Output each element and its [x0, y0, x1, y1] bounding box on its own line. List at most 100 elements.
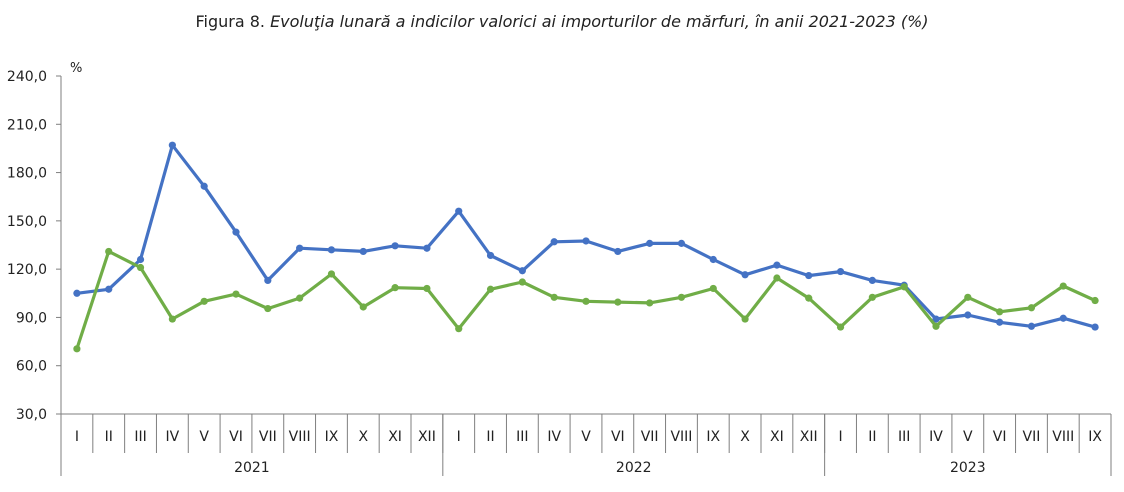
x-tick-label: V: [199, 429, 209, 445]
data-point: [232, 290, 240, 298]
data-point: [391, 284, 399, 292]
data-point: [614, 247, 622, 256]
series-1: [73, 141, 1099, 331]
x-tick-label: VIII: [289, 429, 311, 445]
y-tick-label: 60,0: [16, 359, 47, 375]
data-point: [200, 182, 208, 190]
data-point: [73, 289, 81, 297]
x-tick-label: VI: [993, 429, 1007, 445]
x-tick-label: III: [516, 429, 528, 445]
x-tick-label: IX: [1088, 429, 1102, 445]
data-point: [1027, 304, 1036, 312]
x-tick-label: IX: [706, 429, 720, 445]
data-point: [264, 276, 272, 285]
data-point: [359, 247, 367, 256]
data-point: [1059, 282, 1067, 290]
x-tick-label: VI: [229, 429, 243, 445]
data-point: [773, 261, 781, 269]
series-2: [73, 247, 1099, 353]
data-point: [900, 283, 908, 291]
x-tick-label: II: [868, 429, 876, 445]
x-tick-label: IX: [325, 429, 339, 445]
x-tick-label: VIII: [1052, 429, 1074, 445]
data-point: [391, 242, 399, 250]
data-point: [518, 278, 526, 286]
data-point: [836, 267, 845, 276]
y-tick-label: 90,0: [16, 310, 47, 326]
chart-title-prefix: Figura 8.: [195, 12, 265, 31]
x-tick-label: IV: [166, 429, 180, 445]
data-point: [614, 298, 622, 306]
data-point: [423, 284, 431, 293]
data-point: [836, 323, 845, 331]
data-point: [932, 315, 940, 323]
x-tick-label: V: [963, 429, 973, 445]
data-point: [1059, 314, 1067, 322]
year-label: 2022: [616, 460, 652, 476]
y-tick-label: 240,0: [7, 69, 47, 85]
x-tick-label: XI: [388, 429, 402, 445]
x-tick-label: I: [838, 429, 842, 445]
data-point: [964, 311, 972, 319]
data-point: [932, 322, 940, 330]
x-tick-label: III: [134, 429, 146, 445]
x-tick-label: V: [581, 429, 591, 445]
x-tick-label: VIII: [670, 429, 692, 445]
data-point: [677, 293, 686, 301]
data-point: [264, 304, 272, 313]
data-point: [296, 294, 304, 302]
data-point: [741, 315, 749, 323]
data-point: [1027, 322, 1036, 330]
data-point: [296, 244, 304, 252]
y-tick-label: 180,0: [7, 166, 47, 182]
y-tick-label: 210,0: [7, 117, 47, 133]
data-point: [550, 293, 558, 301]
data-point: [168, 315, 176, 323]
data-point: [105, 285, 113, 293]
data-point: [327, 246, 336, 254]
data-point: [646, 239, 654, 247]
data-point: [168, 141, 176, 149]
data-point: [486, 251, 495, 260]
x-tick-label: VI: [611, 429, 625, 445]
data-point: [868, 293, 876, 301]
data-point: [518, 267, 526, 275]
data-point: [327, 270, 336, 278]
chart-title: Figura 8. Evoluţia lunară a indicilor va…: [0, 12, 1124, 31]
data-point: [677, 239, 686, 247]
data-point: [868, 276, 876, 285]
data-point: [550, 238, 558, 246]
x-tick-label: X: [740, 429, 750, 445]
data-point: [741, 271, 749, 279]
data-point: [486, 285, 495, 293]
data-point: [964, 293, 972, 301]
data-point: [996, 308, 1004, 316]
data-point: [200, 297, 208, 305]
y-tick-label: 150,0: [7, 214, 47, 230]
data-point: [582, 297, 590, 305]
series-layer: [73, 141, 1099, 353]
data-point: [136, 255, 145, 264]
x-tick-label: XII: [800, 429, 818, 445]
x-tick-label: I: [75, 429, 79, 445]
data-point: [73, 345, 81, 353]
data-point: [773, 274, 781, 282]
data-point: [105, 247, 113, 256]
year-label: 2021: [234, 460, 270, 476]
y-tick-label: 30,0: [16, 407, 47, 423]
x-tick-label: I: [457, 429, 461, 445]
data-point: [1091, 323, 1099, 331]
data-point: [805, 294, 813, 302]
data-point: [709, 284, 717, 293]
x-tick-label: II: [105, 429, 113, 445]
data-point: [455, 207, 463, 215]
data-point: [232, 228, 240, 236]
data-point: [805, 271, 813, 280]
data-point: [359, 303, 367, 311]
x-tick-label: VII: [1023, 429, 1041, 445]
y-tick-label: 120,0: [7, 262, 47, 278]
year-label: 2023: [950, 460, 986, 476]
x-tick-label: III: [898, 429, 910, 445]
